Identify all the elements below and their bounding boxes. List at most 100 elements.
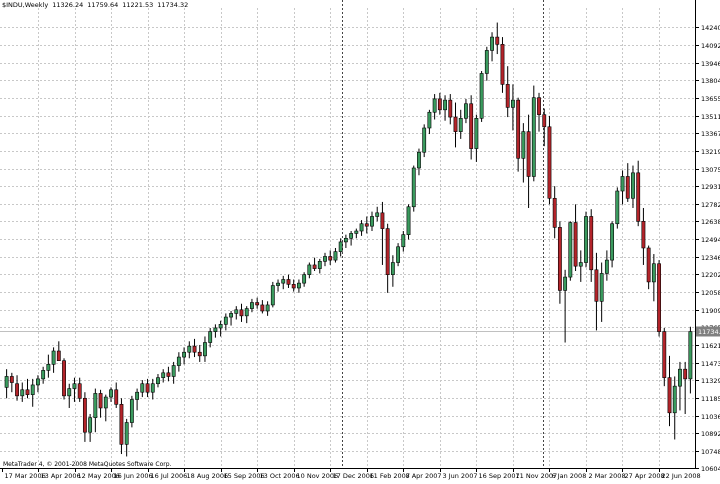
candle-body xyxy=(578,262,583,267)
x-tick-label: 3 Jun 2007 xyxy=(443,472,478,480)
bull-candle xyxy=(302,272,307,287)
y-tick-label: 12346.2 xyxy=(701,254,720,262)
candle-body xyxy=(129,399,134,423)
bull-candle xyxy=(109,387,113,402)
candle-body xyxy=(453,116,458,132)
candle-body xyxy=(307,264,312,275)
candle-body xyxy=(521,131,526,159)
candle-body xyxy=(15,383,19,397)
bull-candle xyxy=(4,369,9,399)
y-tick-label: 11036.7 xyxy=(701,413,720,421)
bull-candle xyxy=(620,170,625,205)
bear-candle xyxy=(291,279,296,292)
candle-body xyxy=(56,350,61,361)
candle-body xyxy=(41,370,46,380)
candle-body xyxy=(176,356,181,366)
y-tick-label: 13804.0 xyxy=(701,77,720,85)
candle-body xyxy=(140,383,145,393)
bull-candle xyxy=(296,279,301,293)
candle-body xyxy=(688,331,693,380)
candle-body xyxy=(281,279,286,284)
bear-candle xyxy=(385,223,390,293)
candle-body xyxy=(338,241,343,252)
candle-body xyxy=(568,222,573,278)
y-tick-label: 13511.3 xyxy=(701,113,720,121)
bull-candle xyxy=(182,347,186,365)
y-tick-label: 11473.2 xyxy=(701,360,720,368)
candle-body xyxy=(636,172,641,222)
candle-body xyxy=(370,216,374,227)
bear-candle xyxy=(526,114,531,208)
candle-body xyxy=(323,256,327,262)
bull-candle xyxy=(156,374,160,388)
candle-body xyxy=(276,282,280,286)
bull-candle xyxy=(401,231,406,252)
candle-body xyxy=(255,302,260,306)
y-tick-label: 10892.7 xyxy=(701,430,720,438)
candle-body xyxy=(594,269,599,302)
bear-candle xyxy=(197,344,202,362)
y-tick-label: 12931.3 xyxy=(701,183,720,191)
candle-body xyxy=(213,327,218,332)
x-tick-label: 13 Apr 2006 xyxy=(41,472,81,480)
bear-candle xyxy=(9,372,14,393)
bull-candle xyxy=(281,275,286,290)
bear-candle xyxy=(657,260,661,337)
candle-body xyxy=(620,176,625,192)
candle-body xyxy=(542,114,547,128)
bull-candle xyxy=(36,375,40,393)
bull-candle xyxy=(370,211,374,232)
bear-candle xyxy=(552,186,557,239)
candle-body xyxy=(145,383,150,393)
candle-body xyxy=(4,376,9,388)
candle-body xyxy=(20,389,25,397)
bear-candle xyxy=(62,358,66,400)
bull-candle xyxy=(129,395,134,428)
candle-body xyxy=(234,309,239,314)
candle-body xyxy=(443,99,447,111)
grid-layer xyxy=(0,8,695,469)
bull-candle xyxy=(250,298,254,313)
y-tick-label: 12494.7 xyxy=(701,236,720,244)
y-tick-label: 13946.8 xyxy=(701,60,720,68)
bull-candle xyxy=(604,250,609,281)
bear-candle xyxy=(328,250,333,265)
candle-body xyxy=(584,216,588,263)
candle-body xyxy=(203,342,207,357)
bull-candle xyxy=(375,206,380,222)
bull-candle xyxy=(474,114,479,162)
y-tick-label: 11185.2 xyxy=(701,395,720,403)
candle-body xyxy=(354,230,359,234)
candle-body xyxy=(678,368,682,387)
y-tick-label: 13075.2 xyxy=(701,166,720,174)
bull-candle xyxy=(354,228,359,239)
bear-candle xyxy=(505,66,510,118)
candle-body xyxy=(625,176,630,199)
bear-candle xyxy=(286,274,291,288)
candle-body xyxy=(396,246,401,263)
candle-body xyxy=(302,274,307,284)
bull-candle xyxy=(417,148,421,176)
candle-body xyxy=(505,84,510,108)
bull-candle xyxy=(150,378,155,400)
bear-candle xyxy=(364,216,369,234)
y-tick-label: 13367.7 xyxy=(701,130,720,138)
y-tick-label: 12058.2 xyxy=(701,289,720,297)
bear-candle xyxy=(380,201,385,265)
bull-candle xyxy=(479,71,484,122)
candle-body xyxy=(25,389,30,395)
x-tick-label: 2 Mar 2008 xyxy=(589,472,626,480)
candle-body xyxy=(657,263,661,332)
candle-body xyxy=(135,391,140,400)
x-tick-label: 12 May 2006 xyxy=(78,472,120,480)
bull-candle xyxy=(484,46,489,81)
candle-body xyxy=(427,111,432,129)
candle-body xyxy=(265,304,270,312)
bear-candle xyxy=(646,245,651,290)
bull-candle xyxy=(244,306,249,324)
bear-candle xyxy=(516,97,521,172)
y-tick-label: 14092.3 xyxy=(701,42,720,50)
bull-candle xyxy=(265,301,270,316)
